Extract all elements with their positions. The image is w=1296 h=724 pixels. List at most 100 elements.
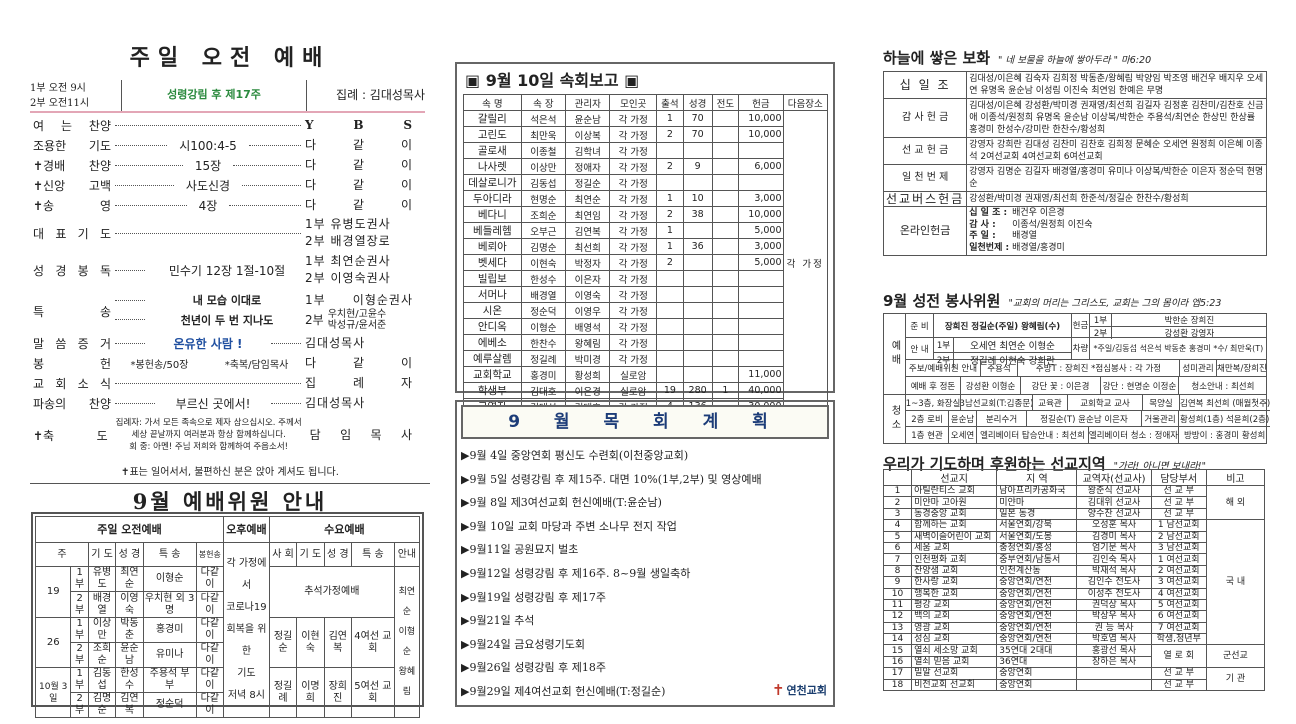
vehicle-names: *주일/김동섭 석은석 박동춘 홍경미 *수/ 최만욱(T) — [1093, 344, 1264, 353]
row-number: 15 — [882, 644, 913, 657]
cell — [656, 174, 684, 191]
service-heading: 9월 성전 봉사위원 — [883, 292, 1001, 310]
online-label: 온라인헌금 — [882, 206, 968, 256]
cell: 현명순 — [520, 190, 567, 207]
special-singers-2: 우치현/고윤수 박성규/윤서준 — [328, 309, 387, 331]
cell — [711, 206, 740, 223]
cell — [711, 270, 740, 287]
cell: 각 가정 — [609, 142, 658, 159]
order-row: 특 송 내 모습 이대로 1부 이형순권사 천년이 두 번 지나도 2부 우치현/고윤… — [33, 289, 413, 333]
service-cell: 주용석 — [981, 360, 1018, 376]
singer-pair: 박성규/윤서준 — [327, 319, 387, 331]
remark: 기 관 — [1205, 667, 1266, 692]
order-person: 다 같 이 — [305, 177, 414, 192]
mission-region: 인천계산동 — [996, 564, 1078, 578]
order-row: 봉 헌 *봉헌송/50장 *축복/담임목사 다 같 이 — [33, 353, 413, 373]
missionary: 박호엽 목사 — [1076, 633, 1152, 646]
online-value: 배경열/홍경미 — [1012, 242, 1065, 253]
missions-title: 우리가 기도하며 후원하는 선교지역 "가라! 아니면 보내라!" — [883, 453, 1206, 474]
table-row: 갈릴리 석은석 윤순남 각 가정 1 70 10,000 각 가정 — [463, 110, 829, 415]
service-cell: 1층 현관 — [906, 427, 949, 443]
cell — [682, 318, 713, 335]
cell — [711, 174, 740, 191]
cell: 각 가정 — [609, 286, 658, 303]
cell: 한성수 — [520, 270, 567, 287]
service-table: 예배 준 비 장희진 정길순(주일) 왕혜림(수) 헌금 1부 박한순 장희진 2… — [883, 313, 1271, 444]
table-row: 베뢰아 김명순 최선희 각 가정 1 36 3,000 — [463, 238, 828, 255]
table-row: 시온 정순덕 이영우 각 가정 — [463, 302, 828, 319]
offering-row: 선 교 헌 금 강영자 강희란 김대성 김찬미 김찬호 김희정 문혜순 오세연 원… — [882, 137, 1267, 165]
cell: 70 — [682, 126, 713, 143]
sunday-am-header: 주일 오전예배 — [34, 516, 225, 543]
row-number: 5 — [882, 530, 913, 543]
col-wed-prayer: 기 도 — [296, 542, 325, 567]
service-cell: 거울관리 — [1142, 411, 1179, 426]
mission-region: 중부연회/남동서 — [996, 553, 1078, 566]
order-person: Y B S — [305, 117, 413, 132]
mission-name: 아틸란티스 교회 — [911, 484, 998, 498]
cell: 19 — [656, 382, 684, 399]
mission-region: 중앙연회/연천 — [996, 598, 1078, 612]
offering-names: 강성환/박미경 권재영/최선희 한준석/정길순 한찬수/황성희 — [966, 191, 1267, 207]
wed-bible: 장희진 — [323, 667, 352, 718]
cell: 40,000 — [738, 382, 784, 399]
service-cell: 김연복 최선희 (매월첫주) — [1180, 398, 1271, 409]
cell — [711, 190, 740, 207]
mission-name: 행복한 교회 — [911, 587, 998, 600]
department: 5 여선교회 — [1150, 598, 1207, 612]
cell: 각 가정 — [609, 334, 658, 351]
service-cell: 엘리베이터 청소 : 정애자 — [1089, 427, 1179, 443]
cell: 2 — [656, 158, 684, 175]
mission-name: 성심 교회 — [911, 633, 998, 646]
cell — [682, 270, 713, 287]
table-row: 에베소 한찬수 왕혜림 각 가정 — [463, 334, 828, 351]
offering-row: 선교버스헌금 강성환/박미경 권재영/최선희 한준석/정길순 한찬수/황성희 — [882, 191, 1267, 207]
order-label: ✝신앙 고백 — [33, 178, 111, 193]
offering-names: 김대성/이은혜 강성환/박미경 권재영/최선희 김길자 김정훈 김찬미/김찬호 … — [966, 98, 1267, 138]
service-cell: 오세연 — [949, 427, 977, 443]
cell: 골로새 — [463, 142, 522, 159]
table-row: 나사렛 이상만 정애자 각 가정 2 9 6,000 — [463, 158, 828, 175]
bible-cell: 윤순남 — [115, 642, 144, 668]
missionary: 권덕상 목사 — [1076, 598, 1152, 612]
cell: 이상복 — [565, 126, 611, 143]
department: 1 남선교회 — [1150, 519, 1207, 532]
table-row: 두아디라 현명순 최연순 각 가정 1 10 3,000 — [463, 190, 828, 207]
table-row: 8 찬양샘 교회 인천계산동 박재석 목사 2 여선교회 — [882, 564, 1265, 578]
column-header — [882, 469, 913, 486]
cleaning-group-label: 청소 — [884, 395, 906, 443]
first-service-reader: 1부 최연순권사 — [305, 254, 391, 268]
mission-region: 중앙연회/연천 — [996, 610, 1078, 623]
pastoral-plan-title: 9 월 목 회 계 획 — [461, 405, 829, 439]
cell: 홍경미 — [520, 366, 567, 383]
cell: 정길순 — [565, 174, 611, 191]
cell — [656, 318, 684, 335]
column-header: 속 명 — [463, 94, 522, 111]
missionary: 김경미 목사 — [1076, 530, 1152, 543]
service-cell: 3남선교회(T:김종문) — [961, 395, 1033, 410]
table-row: 10 행복한 교회 중앙연회/연천 이성주 전도사 4 여선교회 — [882, 587, 1265, 600]
cell: 이은경 — [565, 382, 611, 399]
guide-part: 2부 — [934, 353, 954, 367]
missionary: 오성훈 목사 — [1076, 519, 1152, 532]
table-row: 16 열쇠 믿음 교회 36연대 장하은 목사 — [882, 655, 1265, 669]
department: 2 남선교회 — [1150, 530, 1207, 543]
mission-region: 서울연회/강북 — [996, 519, 1078, 532]
plan-item: ▶9월 5일 성령강림 후 제15주. 대면 10%(1부,2부) 및 영상예배 — [461, 472, 762, 486]
offering-row: 일 천 번 제 강영자 김명순 김길자 배경열/홍경미 유미나 이상복/박한순 이… — [882, 164, 1267, 192]
benediction-line: 집례자: 가서 모든 족속으로 제자 삼으십시오. 주께서 — [115, 418, 302, 428]
cell: 최연임 — [565, 206, 611, 223]
mission-name: 한사랑 교회 — [911, 576, 998, 589]
order-person: 다 같 이 — [305, 355, 413, 370]
order-person: 집 례 자 — [305, 375, 413, 390]
row-number: 16 — [882, 655, 913, 669]
pm-line: 저녁 8시 — [227, 690, 265, 701]
offering-cell: 다같이 — [195, 692, 225, 718]
cell: 정순덕 — [520, 302, 567, 319]
service-cell: 2층 로비 — [906, 411, 949, 426]
cell: 각 가정 — [609, 350, 658, 367]
cell — [711, 302, 740, 319]
